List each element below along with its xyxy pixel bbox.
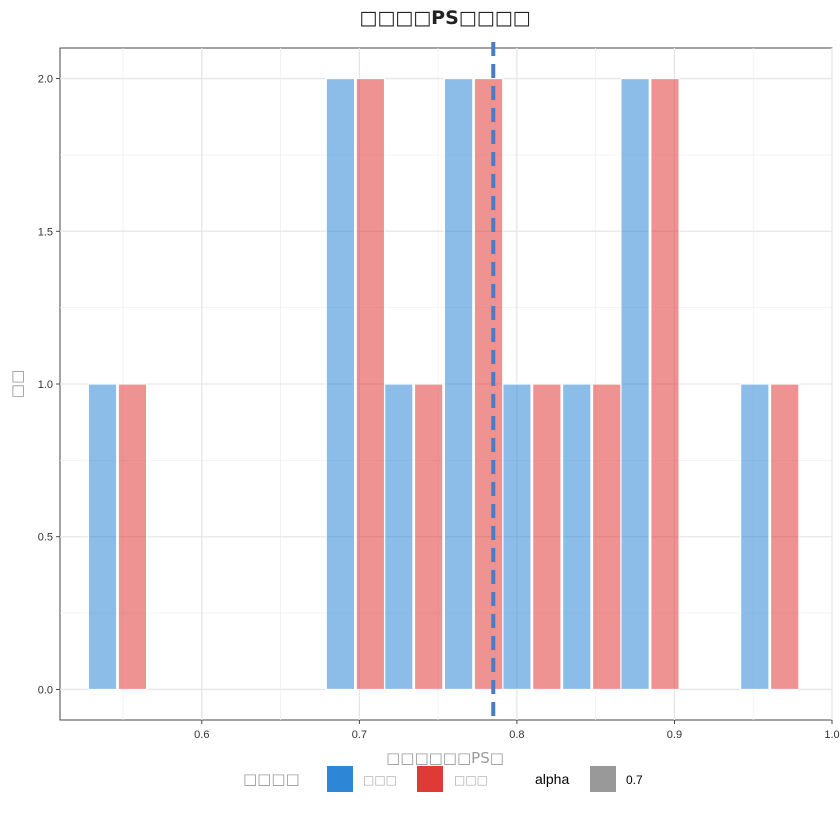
histogram-bar-group-1	[383, 383, 414, 691]
histogram-bar-group-1	[325, 77, 356, 691]
histogram-bar-group-1	[443, 77, 474, 691]
histogram-bar-group-1	[740, 383, 770, 691]
histogram-bar-group-1	[87, 383, 118, 691]
legend-label-group-1: □□□	[363, 773, 397, 787]
histogram-bar-group-2	[473, 77, 504, 691]
y-tick-label: 1.0	[38, 379, 53, 391]
y-tick-label: 0.5	[38, 532, 53, 544]
histogram-bar-group-2	[769, 383, 800, 691]
histogram-bar-group-2	[532, 383, 562, 691]
legend-alpha-label: 0.7	[626, 773, 643, 787]
y-tick-label: 1.5	[38, 226, 53, 238]
x-axis-title: □□□□□□PS□	[386, 749, 504, 767]
x-axis: 0.6 0.7 0.8 0.9 1.0	[194, 720, 840, 741]
chart-title: □□□□PS□□□□	[359, 7, 530, 29]
histogram-bar-group-2	[650, 77, 680, 691]
y-tick-label: 2.0	[38, 74, 53, 86]
x-tick-label: 0.9	[667, 729, 682, 741]
histogram-bar-group-1	[561, 383, 592, 691]
bars	[87, 77, 800, 691]
x-tick-label: 0.7	[352, 729, 367, 741]
y-axis-title: □□	[8, 370, 26, 398]
legend-title: □□□□	[243, 770, 300, 788]
legend-swatch-group-1	[327, 766, 353, 792]
plot-area	[59, 42, 833, 721]
histogram-bar-group-1	[502, 383, 532, 691]
legend: □□□□ □□□ □□□ alpha 0.7	[243, 766, 643, 792]
x-tick-label: 0.8	[509, 729, 524, 741]
legend-alpha-title: alpha	[535, 771, 569, 787]
histogram-bar-group-1	[620, 77, 650, 691]
histogram-bar-group-2	[355, 77, 386, 691]
y-axis: 0.0 0.5 1.0 1.5 2.0	[38, 74, 60, 696]
x-tick-label: 0.6	[194, 729, 209, 741]
histogram-bar-group-2	[413, 383, 444, 691]
x-tick-label: 1.0	[824, 729, 839, 741]
y-tick-label: 0.0	[38, 684, 53, 696]
legend-label-group-2: □□□	[454, 773, 488, 787]
legend-swatch-alpha	[590, 766, 616, 792]
histogram-bar-group-2	[591, 383, 622, 691]
legend-swatch-group-2	[417, 766, 443, 792]
histogram-bar-group-2	[117, 383, 148, 691]
